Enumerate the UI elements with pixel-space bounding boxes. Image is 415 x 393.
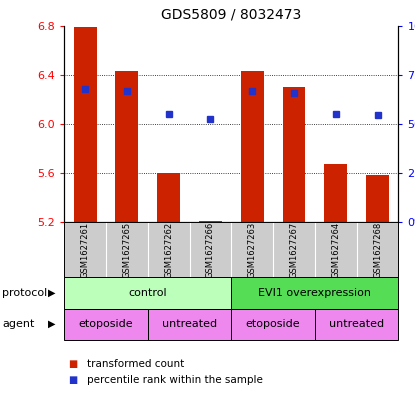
Bar	[241, 71, 264, 222]
Text: GSM1627266: GSM1627266	[206, 221, 215, 278]
Text: etoposide: etoposide	[79, 319, 133, 329]
Bar	[115, 71, 139, 222]
Bar	[366, 175, 389, 222]
Text: ▶: ▶	[48, 288, 56, 298]
Bar	[232, 277, 398, 309]
Bar	[315, 309, 398, 340]
Text: ▶: ▶	[48, 319, 56, 329]
Text: GSM1627267: GSM1627267	[290, 221, 298, 278]
Text: control: control	[129, 288, 167, 298]
Text: ■: ■	[68, 358, 78, 369]
Bar	[157, 173, 180, 222]
Text: percentile rank within the sample: percentile rank within the sample	[87, 375, 263, 385]
Bar	[64, 309, 148, 340]
Bar	[148, 309, 232, 340]
Text: GSM1627261: GSM1627261	[81, 222, 90, 277]
Text: etoposide: etoposide	[246, 319, 300, 329]
Bar	[199, 221, 222, 222]
Bar	[283, 87, 305, 222]
Bar	[232, 309, 315, 340]
Text: protocol: protocol	[2, 288, 47, 298]
Text: EVI1 overexpression: EVI1 overexpression	[259, 288, 371, 298]
Text: transformed count: transformed count	[87, 358, 184, 369]
Text: GSM1627264: GSM1627264	[331, 222, 340, 277]
Text: ■: ■	[68, 375, 78, 385]
Text: GSM1627265: GSM1627265	[122, 222, 132, 277]
Text: GSM1627268: GSM1627268	[373, 221, 382, 278]
Text: untreated: untreated	[329, 319, 384, 329]
Title: GDS5809 / 8032473: GDS5809 / 8032473	[161, 7, 301, 22]
Text: GSM1627263: GSM1627263	[248, 221, 257, 278]
Text: GSM1627262: GSM1627262	[164, 222, 173, 277]
Bar	[324, 164, 347, 222]
Bar	[64, 277, 232, 309]
Text: agent: agent	[2, 319, 34, 329]
Bar	[74, 27, 97, 222]
Text: untreated: untreated	[162, 319, 217, 329]
